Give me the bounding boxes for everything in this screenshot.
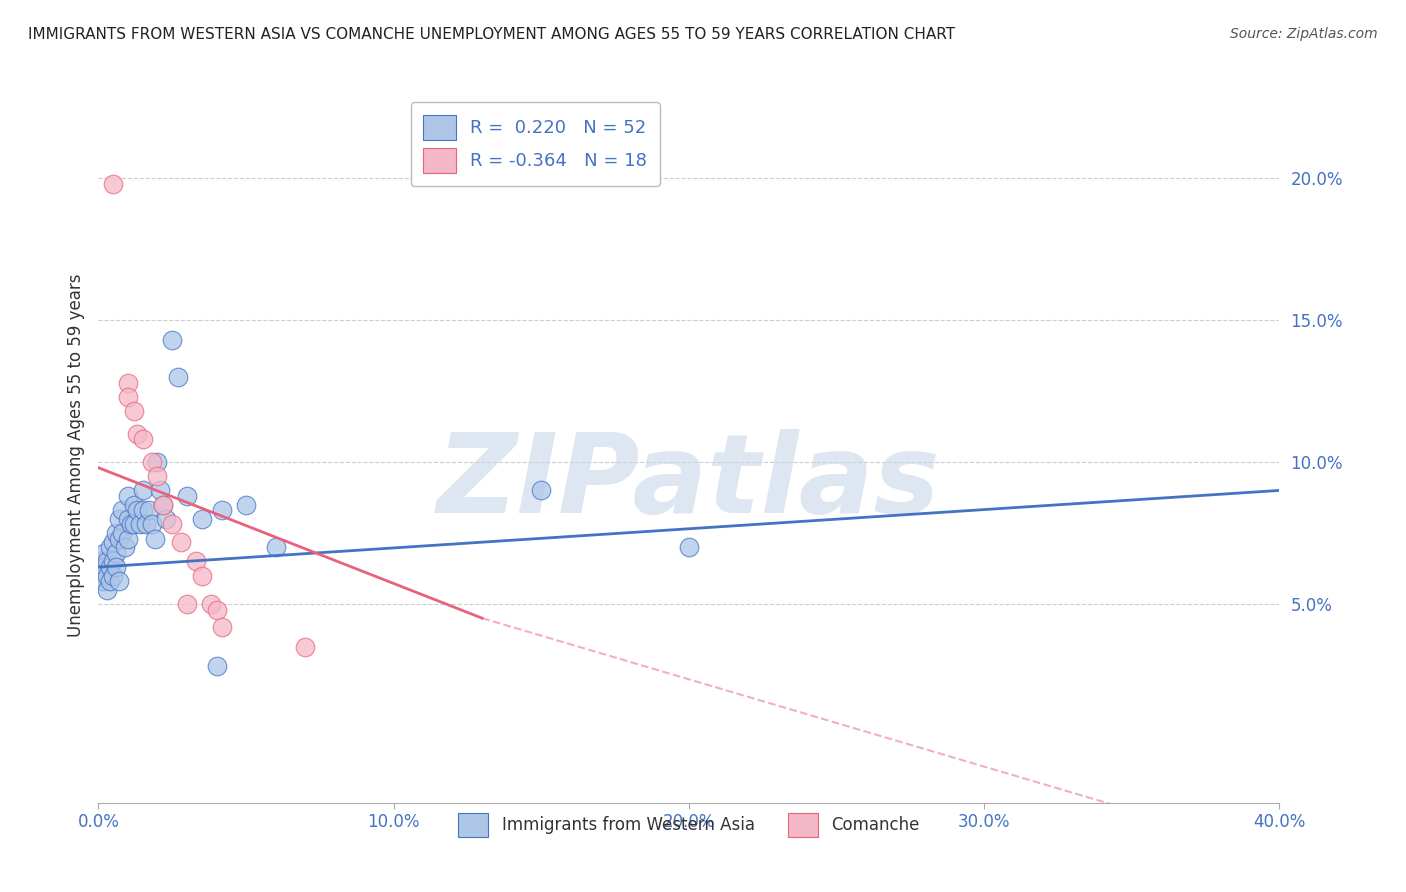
Point xyxy=(108,574,131,589)
Point xyxy=(105,526,128,541)
Point xyxy=(205,603,228,617)
Text: ZIPatlas: ZIPatlas xyxy=(437,429,941,536)
Point xyxy=(117,512,139,526)
Point xyxy=(90,554,112,568)
Point xyxy=(141,455,163,469)
Point xyxy=(184,554,207,568)
Point xyxy=(200,597,222,611)
Point xyxy=(103,554,125,568)
Point xyxy=(125,503,148,517)
Point xyxy=(90,574,112,589)
Point xyxy=(122,517,145,532)
Point xyxy=(98,574,121,589)
Point xyxy=(191,512,214,526)
Point xyxy=(93,574,115,589)
Point xyxy=(103,177,125,191)
Point xyxy=(162,517,183,532)
Point xyxy=(235,498,257,512)
Point xyxy=(155,512,177,526)
Point xyxy=(125,426,148,441)
Point xyxy=(93,560,115,574)
Point xyxy=(128,517,150,532)
Point xyxy=(264,540,287,554)
Point xyxy=(143,532,166,546)
Point xyxy=(530,483,553,498)
Point xyxy=(152,498,174,512)
Point xyxy=(132,483,155,498)
Point xyxy=(122,498,145,512)
Point xyxy=(152,498,174,512)
Y-axis label: Unemployment Among Ages 55 to 59 years: Unemployment Among Ages 55 to 59 years xyxy=(66,273,84,637)
Point xyxy=(191,568,214,582)
Point xyxy=(117,489,139,503)
Point xyxy=(90,568,112,582)
Point xyxy=(108,512,131,526)
Point xyxy=(117,532,139,546)
Point xyxy=(108,532,131,546)
Point xyxy=(205,659,228,673)
Point xyxy=(120,517,142,532)
Point xyxy=(167,369,190,384)
Point xyxy=(103,534,125,549)
Point xyxy=(149,483,172,498)
Point xyxy=(176,489,198,503)
Point xyxy=(93,546,115,560)
Point xyxy=(132,432,155,446)
Point xyxy=(98,560,121,574)
Point xyxy=(122,404,145,418)
Point xyxy=(114,540,136,554)
Point xyxy=(111,526,134,541)
Point xyxy=(117,376,139,390)
Point xyxy=(96,582,118,597)
Point xyxy=(146,455,169,469)
Point xyxy=(135,517,157,532)
Text: Source: ZipAtlas.com: Source: ZipAtlas.com xyxy=(1230,27,1378,41)
Point xyxy=(96,554,118,568)
Point xyxy=(103,568,125,582)
Point xyxy=(111,503,134,517)
Point xyxy=(105,546,128,560)
Point xyxy=(211,503,233,517)
Point xyxy=(294,640,316,654)
Point xyxy=(132,503,155,517)
Point xyxy=(146,469,169,483)
Legend: Immigrants from Western Asia, Comanche: Immigrants from Western Asia, Comanche xyxy=(451,806,927,843)
Point xyxy=(162,333,183,347)
Point xyxy=(98,540,121,554)
Point xyxy=(170,534,193,549)
Point xyxy=(211,620,233,634)
Point xyxy=(678,540,700,554)
Point xyxy=(96,568,118,582)
Point xyxy=(117,390,139,404)
Point xyxy=(138,503,160,517)
Point xyxy=(176,597,198,611)
Text: IMMIGRANTS FROM WESTERN ASIA VS COMANCHE UNEMPLOYMENT AMONG AGES 55 TO 59 YEARS : IMMIGRANTS FROM WESTERN ASIA VS COMANCHE… xyxy=(28,27,955,42)
Point xyxy=(141,517,163,532)
Point xyxy=(105,560,128,574)
